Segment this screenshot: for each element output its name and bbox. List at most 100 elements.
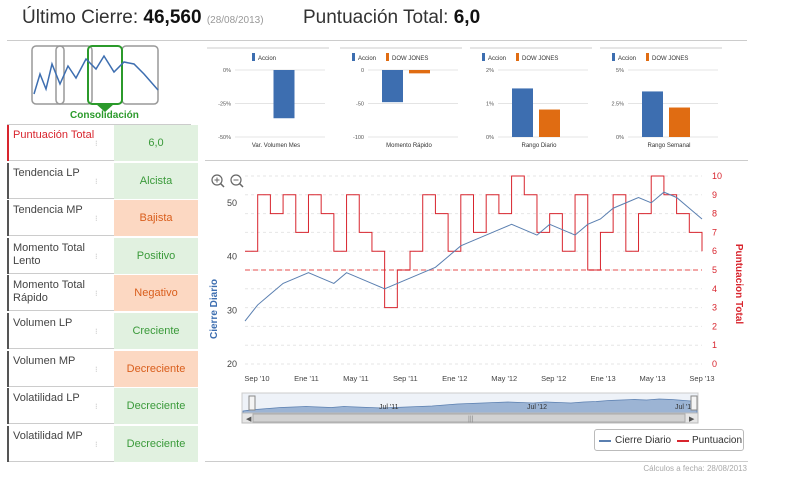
navigator-handle-left[interactable] <box>248 395 256 411</box>
calc-date: Cálculos a fecha: 28/08/2013 <box>643 464 747 473</box>
mini-bar <box>382 70 403 103</box>
signal-value: Bajista <box>114 200 198 237</box>
signal-label: Momento Total Rápido <box>7 275 114 312</box>
info-icon[interactable]: ⁝ <box>95 289 98 299</box>
mini-tick-label: 0 <box>361 68 364 74</box>
info-icon[interactable]: ⁝ <box>95 402 98 412</box>
y2-tick-label: 4 <box>712 284 717 294</box>
x-tick-label: May '11 <box>343 374 368 383</box>
scroll-grip-icon[interactable]: ||| <box>468 416 474 423</box>
x-axis-labels: Sep '10 Ene '11 May '11 Sep '11 Ene '12 May '… <box>244 374 714 383</box>
y2-tick-label: 6 <box>712 246 717 256</box>
info-icon[interactable]: ⁝ <box>95 251 98 261</box>
mini-legend-label: Accion <box>618 56 636 62</box>
chart-legend: Cierre Diario Puntuacion <box>594 429 744 451</box>
mini-legend-label: DOW JONES <box>392 56 428 62</box>
signal-value: Alcista <box>114 162 198 199</box>
zoom-out-icon[interactable] <box>230 174 244 188</box>
mini-legend-label: Accion <box>358 56 376 62</box>
mini-legend-swatch <box>646 53 649 61</box>
x-tick-label: Ene '13 <box>591 374 616 383</box>
scroll-left-icon[interactable]: ◀ <box>246 416 252 423</box>
mini-tick-label: -50 <box>356 102 364 108</box>
mini-chart-title: Momento Rápido <box>386 143 432 149</box>
mini-legend-swatch <box>352 53 355 61</box>
phase-illustration <box>31 45 159 112</box>
mini-chart-title: Rango Semanal <box>647 143 690 149</box>
info-icon[interactable]: ⁝ <box>95 139 98 148</box>
mini-legend-label: Accion <box>488 56 506 62</box>
total-score-value: 6,0 <box>453 7 481 28</box>
signal-row: Tendencia LP ⁝ Alcista <box>7 162 198 199</box>
navigator[interactable]: Jul '11 Jul '12 Jul '13 ◀ ▶ ||| <box>241 391 701 427</box>
x-tick-label: Ene '12 <box>442 374 467 383</box>
signal-value: 6,0 <box>114 125 198 161</box>
mini-chart-2: Accion DOW JONES 2% 1% 0% Rango Diario <box>470 47 592 149</box>
signal-label: Tendencia LP <box>7 162 114 199</box>
signal-label: Volatilidad MP <box>7 425 114 462</box>
mini-chart-1: Accion DOW JONES 0 -50 -100 Momento Rápido <box>340 47 462 149</box>
y2-tick-label: 10 <box>712 171 722 181</box>
last-close-date: (28/08/2013) <box>206 15 264 26</box>
y2-tick-label: 0 <box>712 359 717 369</box>
signal-value: Decreciente <box>114 388 198 425</box>
navigator-handle-right[interactable] <box>690 395 698 411</box>
signal-row: Volumen LP ⁝ Creciente <box>7 313 198 349</box>
signal-label: Volatilidad LP <box>7 388 114 425</box>
navigator-tick-label: Jul '12 <box>527 404 547 411</box>
x-tick-label: Sep '11 <box>393 374 418 383</box>
info-icon[interactable]: ⁝ <box>95 364 98 374</box>
legend-close-swatch <box>599 440 611 442</box>
signal-value: Decreciente <box>114 350 198 387</box>
signal-value: Creciente <box>114 313 198 349</box>
mini-chart-title: Rango Diario <box>521 143 557 149</box>
y2-axis-title: Puntuacion Total <box>733 244 744 325</box>
info-icon[interactable]: ⁝ <box>95 327 98 336</box>
x-tick-label: Sep '13 <box>689 374 714 383</box>
x-tick-label: May '12 <box>491 374 517 383</box>
mini-tick-label: 0% <box>616 135 624 141</box>
footer-divider <box>205 461 748 462</box>
info-icon[interactable]: ⁝ <box>95 439 98 449</box>
legend-score-swatch <box>677 440 689 442</box>
mini-bar <box>669 107 690 137</box>
y2-tick-label: 9 <box>712 190 717 200</box>
mini-tick-label: -50% <box>218 135 231 141</box>
total-score-title: Puntuación Total: 6,0 <box>303 7 481 28</box>
phase-divider <box>7 124 191 125</box>
scroll-right-icon[interactable]: ▶ <box>689 416 695 423</box>
mini-tick-label: 1% <box>486 102 494 108</box>
signal-row: Tendencia MP ⁝ Bajista <box>7 200 198 237</box>
signal-label: Volumen MP <box>7 350 114 387</box>
y2-tick-label: 3 <box>712 303 717 313</box>
scrollbar-thumb[interactable] <box>252 413 686 423</box>
signal-label: Puntuación Total <box>7 125 114 161</box>
x-tick-label: Sep '10 <box>244 374 269 383</box>
mini-bar <box>409 70 430 74</box>
zoom-in-icon[interactable] <box>211 174 225 188</box>
signal-row: Puntuación Total ⁝ 6,0 <box>7 125 198 161</box>
mini-tick-label: -100 <box>353 135 364 141</box>
signal-row: Volumen MP ⁝ Decreciente <box>7 350 198 387</box>
signal-value: Decreciente <box>114 425 198 462</box>
y2-tick-label: 2 <box>712 321 717 331</box>
info-icon[interactable]: ⁝ <box>95 176 98 186</box>
legend-score-label[interactable]: Puntuacion <box>692 435 743 446</box>
y2-tick-label: 1 <box>712 340 717 350</box>
y2-tick-label: 7 <box>712 227 717 237</box>
mini-legend-swatch <box>516 53 519 61</box>
signal-value: Positivo <box>114 237 198 274</box>
navigator-tick-label: Jul '13 <box>675 404 695 411</box>
mini-legend-label: Accion <box>258 56 276 62</box>
mini-legend-label: DOW JONES <box>652 56 688 62</box>
legend-close-label[interactable]: Cierre Diario <box>615 435 672 446</box>
info-icon[interactable]: ⁝ <box>95 214 98 224</box>
mini-bar <box>642 91 663 137</box>
y-tick-label: 20 <box>227 359 237 369</box>
y-axis-title: Cierre Diario <box>209 279 220 339</box>
mini-tick-label: 2.5% <box>611 102 624 108</box>
last-close-value: 46,560 <box>143 7 202 28</box>
close-series-line <box>244 191 703 322</box>
score-series-line <box>245 175 703 309</box>
last-close-title: Último Cierre: 46,560 (28/08/2013) <box>22 7 264 28</box>
